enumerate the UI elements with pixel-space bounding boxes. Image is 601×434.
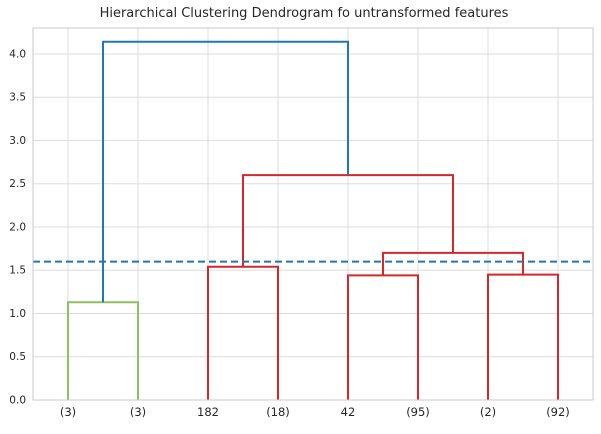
y-tick-label: 3.5 xyxy=(9,92,26,104)
chart-title: Hierarchical Clustering Dendrogram fo un… xyxy=(100,6,509,21)
x-tick-label: (18) xyxy=(266,405,290,419)
dendrogram-link-red-b xyxy=(347,274,419,400)
y-tick-label: 4.0 xyxy=(9,48,26,60)
x-tick-label: 182 xyxy=(197,405,219,419)
x-tick-labels: (3) (3) 182 (18) 42 (95) (2) (92) xyxy=(60,405,570,419)
dendrogram-link-green-cluster xyxy=(67,301,139,400)
x-tick-label: (92) xyxy=(546,405,570,419)
y-tick-label: 2.0 xyxy=(9,221,26,233)
y-tick-label: 3.0 xyxy=(9,135,26,147)
y-tick-label: 0.0 xyxy=(9,395,26,407)
dendrogram-link-blue-root xyxy=(102,40,349,303)
links-layer xyxy=(67,40,559,400)
plot-frame xyxy=(32,27,594,401)
y-tick-label: 0.5 xyxy=(9,351,26,363)
x-tick-label: (3) xyxy=(60,405,76,419)
x-tick-label: 42 xyxy=(341,405,356,419)
y-tick-labels: 0.0 0.5 1.0 1.5 2.0 2.5 3.0 3.5 4.0 xyxy=(9,48,26,406)
grid-layer xyxy=(33,28,593,401)
x-tick-label: (95) xyxy=(406,405,430,419)
x-tick-label: (3) xyxy=(130,405,146,419)
dendrogram-link-red-a xyxy=(207,265,279,400)
dendrogram-link-red-c xyxy=(487,273,559,400)
y-tick-label: 1.0 xyxy=(9,308,26,320)
x-tick-label: (2) xyxy=(480,405,496,419)
y-tick-label: 2.5 xyxy=(9,178,26,190)
dendrogram-link-red-bc xyxy=(382,251,524,276)
y-tick-label: 1.5 xyxy=(9,265,26,277)
